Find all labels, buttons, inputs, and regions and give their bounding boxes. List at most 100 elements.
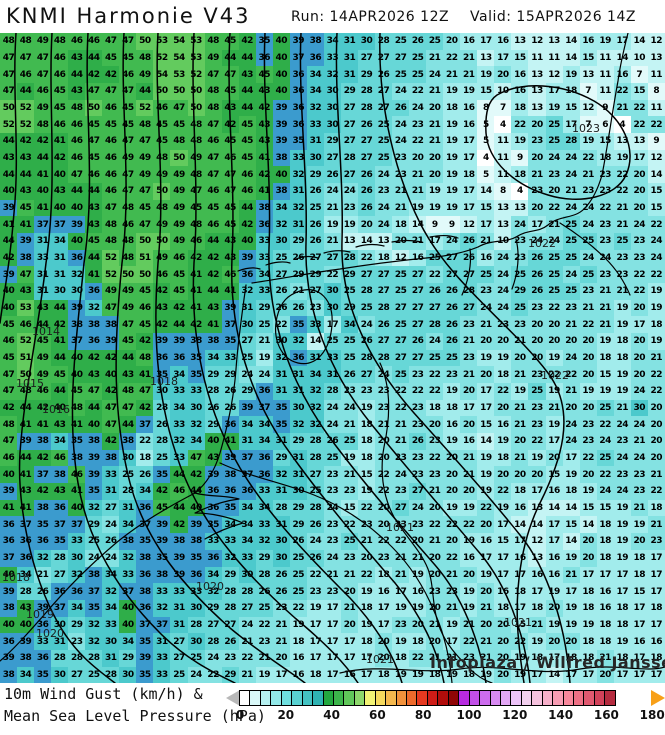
gust-value: 45 xyxy=(255,66,273,84)
gust-value: 27 xyxy=(357,266,376,284)
gust-value: 21 xyxy=(613,99,631,117)
gust-value: 26 xyxy=(528,249,546,267)
gust-value: 22 xyxy=(647,266,665,284)
gust-value: 25 xyxy=(272,249,290,267)
gust-value: 23 xyxy=(392,616,410,634)
gust-value: 24 xyxy=(630,449,648,467)
gust-value: 51 xyxy=(17,349,35,367)
gust-value: 32 xyxy=(85,499,103,517)
gust-value: 43 xyxy=(255,133,273,150)
gust-value: 40 xyxy=(0,183,18,200)
gust-value: 42 xyxy=(187,316,205,334)
gust-value: 53 xyxy=(187,33,205,50)
gust-value: 47 xyxy=(119,183,137,200)
wind-gust-map: 48 48 49 48 46 46 47 47 50 53 54 53 48 45 42 35 40 39 38 34… xyxy=(0,33,665,683)
gust-value: 20 xyxy=(460,566,478,584)
gust-value: 38 xyxy=(204,333,222,350)
gust-value: 16 xyxy=(545,566,563,584)
gust-value: 31 xyxy=(102,649,120,667)
gust-value: 44 xyxy=(51,383,69,400)
gust-value: 46 xyxy=(136,299,154,317)
gust-value: 17 xyxy=(545,83,563,100)
gust-value: 24 xyxy=(323,549,341,567)
gust-value: 22 xyxy=(630,266,648,284)
gust-value: 36 xyxy=(204,483,222,500)
gust-value: 21 xyxy=(511,449,529,467)
gust-value: 27 xyxy=(68,666,86,683)
gust-value: 27 xyxy=(409,349,427,367)
gust-value: 16 xyxy=(579,33,597,50)
valid-value: 15APR2026 14Z xyxy=(516,9,636,25)
gust-value: 20 xyxy=(579,349,597,367)
gust-value: 23 xyxy=(630,483,648,500)
gust-value: 48 xyxy=(0,33,18,50)
gust-value: 39 xyxy=(0,199,18,217)
gust-value: 44 xyxy=(238,49,256,67)
gust-value: 22 xyxy=(136,433,154,450)
gust-value: 17 xyxy=(511,533,529,550)
gust-value: 22 xyxy=(306,566,324,584)
gust-value: 25 xyxy=(545,116,563,134)
gust-value: 46 xyxy=(170,483,188,500)
gust-value: 30 xyxy=(119,449,137,467)
gust-value: 17 xyxy=(392,583,410,600)
gust-value: 38 xyxy=(85,316,103,334)
gust-value: 38 xyxy=(34,433,52,450)
gust-value: 26 xyxy=(357,199,376,217)
gust-value: 25 xyxy=(85,533,103,550)
isobar-label: 1019 xyxy=(26,608,54,621)
gust-value: 36 xyxy=(221,483,239,500)
gust-value: 25 xyxy=(562,283,580,300)
gust-value: 25 xyxy=(545,249,563,267)
gust-value: 37 xyxy=(136,416,154,434)
gust-value: 31 xyxy=(34,266,52,284)
gust-value: 54 xyxy=(153,66,171,84)
gust-value: 21 xyxy=(596,299,614,317)
gust-value: 46 xyxy=(51,49,69,67)
gust-value: 32 xyxy=(306,99,324,117)
gust-value: 34 xyxy=(255,499,273,517)
gust-value: 20 xyxy=(375,499,393,517)
gust-value: 39 xyxy=(153,516,171,534)
gust-value: 20 xyxy=(545,183,563,200)
gust-value: 39 xyxy=(272,116,290,134)
gust-value: 25 xyxy=(545,133,563,150)
gust-value: 29 xyxy=(221,366,239,384)
gust-value: 15 xyxy=(596,366,614,384)
gust-value: 18 xyxy=(596,349,614,367)
gust-value: 44 xyxy=(170,499,188,517)
gust-value: 47 xyxy=(17,266,35,284)
gust-value: 39 xyxy=(238,249,256,267)
gust-value: 24 xyxy=(494,299,512,317)
gust-value: 22 xyxy=(647,366,665,384)
gust-value: 50 xyxy=(119,266,137,284)
gust-value: 25 xyxy=(255,316,273,334)
gust-value: 35 xyxy=(187,349,205,367)
gust-value: 22 xyxy=(477,499,495,517)
gust-value: 20 xyxy=(579,399,597,417)
gust-value: 48 xyxy=(187,133,205,150)
gust-value: 11 xyxy=(494,149,512,167)
gust-value: 41 xyxy=(17,216,35,234)
gust-value: 36 xyxy=(289,99,307,117)
gust-value: 34 xyxy=(255,433,273,450)
gust-value: 50 xyxy=(187,83,205,100)
gust-value: 53 xyxy=(187,49,205,67)
gust-value: 19 xyxy=(357,616,376,634)
gust-value: 38 xyxy=(119,433,137,450)
grid-row: 39 47 31 31 32 41 52 50 50 46 45 41 42 46 36 34 27 29 29 22… xyxy=(0,266,665,284)
gust-value: 41 xyxy=(221,283,239,300)
gust-value: 44 xyxy=(85,49,103,67)
gust-value: 35 xyxy=(136,533,154,550)
isobar-label: 1014 xyxy=(32,325,60,338)
gust-value: 15 xyxy=(579,49,597,67)
gust-value: 15 xyxy=(477,416,495,434)
gust-value: 18 xyxy=(596,533,614,550)
gust-value: 12 xyxy=(392,249,410,267)
gust-value: 20 xyxy=(630,366,648,384)
gust-value: 46 xyxy=(102,183,120,200)
gust-value: 25 xyxy=(392,316,410,334)
gust-value: 48 xyxy=(51,33,69,50)
gust-value: 20 xyxy=(545,599,563,617)
gust-value: 17 xyxy=(579,566,597,584)
